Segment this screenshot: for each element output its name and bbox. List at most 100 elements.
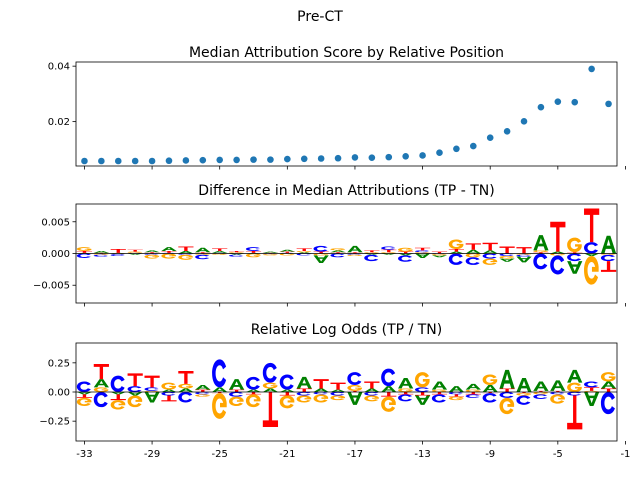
logo-letter-g — [127, 251, 143, 253]
logo-letter-c — [499, 253, 514, 257]
logo-letter-g — [465, 389, 481, 392]
scatter-point — [351, 154, 359, 161]
logo-letter-c — [482, 393, 497, 403]
logo-letter-g — [76, 397, 92, 406]
y-tick-label: 0.005 — [41, 217, 70, 228]
logo-letter-c — [516, 254, 531, 257]
logo-letter-a — [448, 251, 464, 254]
scatter-point — [182, 157, 190, 164]
logo-letter-t — [533, 390, 549, 392]
logo-letter-t — [313, 379, 329, 389]
logo-letter-a — [313, 388, 329, 392]
logo-letter-t — [127, 373, 143, 387]
axes-frame — [75, 61, 618, 167]
x-tick-label: -25 — [212, 449, 228, 460]
logo-letter-a — [584, 253, 600, 257]
logo-letter-t — [212, 248, 228, 251]
panel-difference-median: Difference in Median Attributions (TP - … — [33, 183, 626, 307]
scatter-point — [385, 153, 393, 161]
logo-letter-t — [127, 249, 143, 252]
scatter-point — [520, 118, 528, 125]
logo-letter-c — [482, 253, 497, 259]
logo-letter-c — [465, 257, 480, 265]
logo-letter-a — [76, 392, 93, 395]
logo-letter-t — [178, 246, 194, 251]
logo-letter-g — [330, 248, 346, 251]
logo-letter-g — [245, 394, 261, 408]
logo-letter-t — [76, 394, 93, 398]
logo-letter-c — [195, 392, 210, 395]
logo-letter-t — [584, 387, 600, 391]
scatter-point — [588, 65, 595, 73]
logo-letter-a — [364, 388, 380, 392]
scatter-point — [148, 157, 156, 165]
logo-letter-t — [212, 392, 228, 394]
logo-letter-t — [347, 390, 363, 392]
logo-letter-t — [313, 251, 329, 254]
logo-letter-t — [584, 208, 600, 243]
logo-letter-t — [482, 242, 498, 251]
scatter-point — [199, 156, 207, 164]
y-tick-label: −0.25 — [39, 417, 70, 428]
scatter-point — [334, 154, 342, 162]
logo-letter-t — [195, 389, 211, 392]
logo-letter-a — [550, 380, 566, 391]
logo-letter-g — [178, 383, 193, 389]
logo-letter-a — [347, 392, 363, 405]
logo-letter-c — [161, 392, 176, 396]
x-tick-label: -21 — [279, 449, 295, 460]
logo-letter-c — [516, 395, 531, 405]
panel1-plot — [81, 65, 612, 165]
logo-letter-a — [533, 381, 549, 391]
logo-letter-a — [482, 250, 498, 254]
logo-letter-g — [93, 387, 109, 392]
logo-letter-c — [195, 254, 210, 260]
logo-letter-t — [499, 388, 515, 392]
logo-letter-g — [431, 389, 447, 392]
logo-letter-g — [161, 382, 176, 390]
panel1-axes: 0.02 0.04 — [48, 61, 626, 170]
logo-letter-t — [296, 248, 312, 251]
logo-letter-g — [398, 247, 413, 252]
logo-letter-t — [431, 251, 448, 254]
logo-letter-g — [347, 254, 362, 257]
logo-letter-c — [381, 246, 396, 250]
scatter-point — [436, 149, 443, 156]
logo-letter-g — [381, 396, 396, 412]
logo-letter-a — [499, 258, 515, 262]
logo-letter-a — [414, 253, 431, 258]
logo-letter-t — [195, 252, 211, 254]
logo-letter-g — [499, 256, 515, 259]
scatter-point — [233, 156, 240, 164]
scatter-point — [250, 156, 257, 163]
logo-letter-a — [567, 261, 583, 274]
x-tick-label: -17 — [347, 449, 363, 460]
logo-letter-a — [195, 247, 211, 253]
logo-letter-a — [296, 376, 312, 389]
scatter-point — [317, 155, 325, 162]
panel2-plot — [76, 208, 617, 285]
logo-letter-t — [381, 249, 397, 253]
logo-letter-c — [533, 253, 548, 270]
logo-letter-g — [533, 250, 548, 253]
logo-letter-t — [465, 243, 481, 250]
logo-letter-t — [414, 392, 431, 396]
logo-letter-t — [161, 395, 177, 402]
logo-letter-t — [229, 250, 245, 253]
logo-letter-a — [110, 392, 126, 395]
logo-letter-c — [448, 392, 463, 395]
logo-letter-c — [245, 376, 260, 390]
logo-letter-c — [279, 374, 294, 390]
logo-letter-t — [431, 392, 448, 395]
x-tick-label: -9 — [485, 449, 495, 460]
x-tick-label: -5 — [553, 449, 563, 460]
logo-letter-g — [482, 258, 498, 265]
logo-letter-c — [330, 253, 345, 258]
logo-letter-c — [499, 392, 514, 398]
logo-letter-a — [229, 379, 245, 390]
logo-letter-t — [76, 250, 93, 253]
logo-letter-a — [313, 255, 329, 264]
logo-letter-g — [567, 237, 582, 253]
logo-letter-c — [296, 253, 311, 256]
logo-letter-a — [448, 386, 464, 392]
